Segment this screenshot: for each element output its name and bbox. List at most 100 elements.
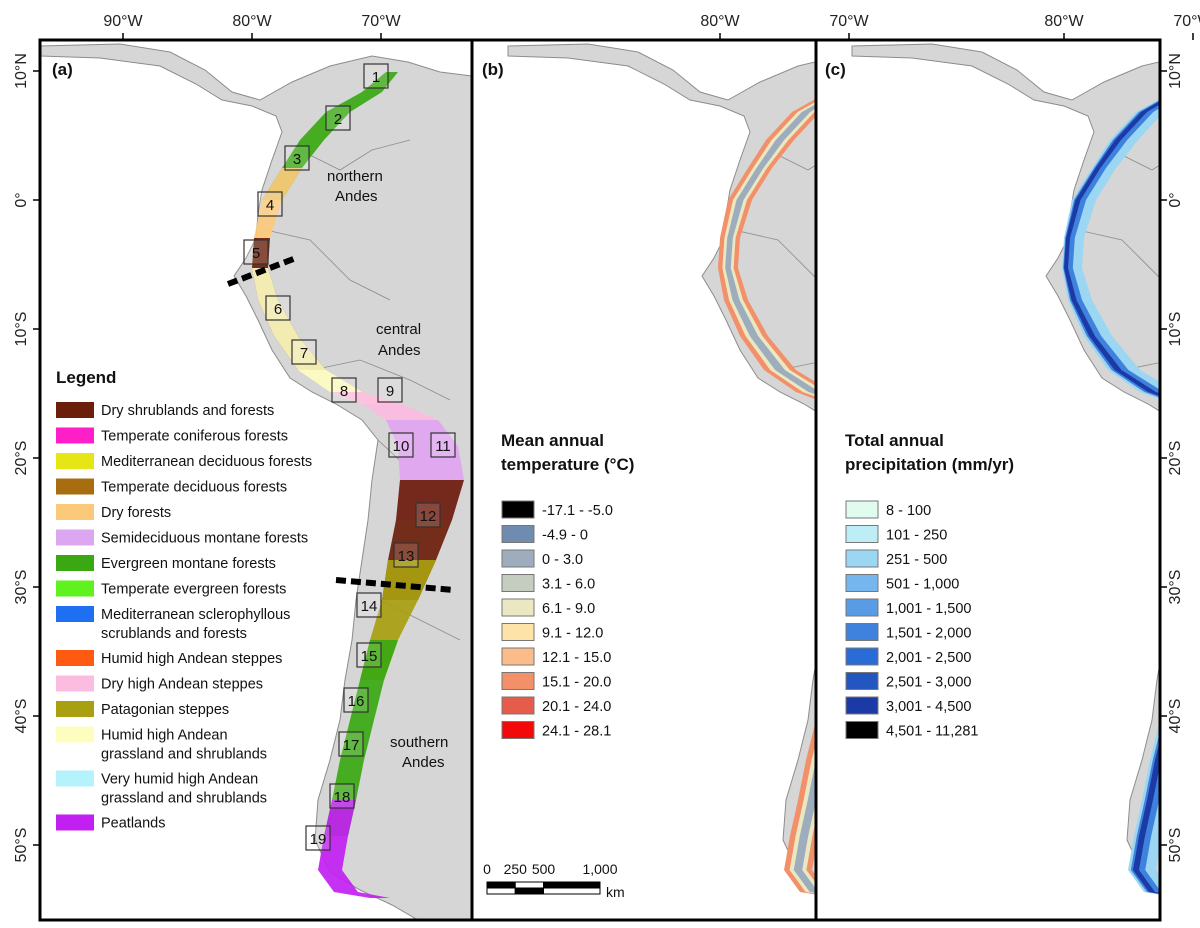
- ecosystem-zone-10: [318, 800, 390, 898]
- legend-swatch: [845, 525, 879, 543]
- legend-item-label: Peatlands: [101, 816, 166, 832]
- left-tick-label: 10°S: [13, 312, 30, 347]
- legend-item-label: 2,501 - 3,000: [886, 675, 971, 691]
- country-border: [767, 149, 816, 171]
- precip-zone-low: [1062, 98, 1160, 895]
- precipitation-legend: Total annual precipitation (mm/yr) 8 - 1…: [845, 431, 1014, 740]
- scale-bar-label: 0: [483, 861, 491, 877]
- legend-item-label: Mediterranean sclerophyllous: [101, 607, 290, 623]
- ecoregion-box-label: 11: [435, 438, 451, 455]
- ecoregion-box: [265, 295, 291, 321]
- scale-bar-segment: [543, 881, 601, 889]
- land-mass: [851, 43, 1160, 884]
- ecosystem-legend: Legend Dry shrublands and forests Tempera…: [56, 368, 312, 832]
- ecoregion-box-label: 9: [386, 383, 394, 400]
- legend-item-label: Humid high Andean steppes: [101, 651, 282, 667]
- legend-swatch: [56, 478, 94, 495]
- right-tick-label: 20°S: [1167, 441, 1184, 476]
- legend-swatch: [501, 598, 535, 617]
- scale-bar: 0 250 500 1,000 km: [483, 861, 625, 900]
- legend-swatch: [845, 549, 879, 568]
- legend-item-label: Temperate deciduous forests: [101, 480, 287, 496]
- legend-item-label: 3,001 - 4,500: [886, 699, 971, 715]
- left-tick-label: 50°S: [13, 828, 30, 863]
- scale-bar-segment: [514, 887, 544, 895]
- legend-item-label: Dry forests: [101, 505, 171, 521]
- ecoregion-box-label: 13: [398, 548, 415, 565]
- right-tick-label: 40°S: [1167, 699, 1184, 734]
- legend-item-label: Semideciduous montane forests: [101, 531, 308, 547]
- legend-swatch: [56, 402, 94, 418]
- legend-swatch: [56, 606, 94, 622]
- ecoregion-box: [284, 145, 310, 171]
- ecoregion-box: [356, 592, 382, 618]
- legend-swatch: [56, 650, 94, 666]
- country-border: [265, 229, 391, 301]
- legend-item-label: Temperate coniferous forests: [101, 429, 288, 445]
- north-central-divider: [226, 255, 298, 287]
- legend-item-label: 6.1 - 9.0: [542, 601, 595, 617]
- ecoregion-box-label: 5: [252, 245, 260, 262]
- top-tick-label: 70°W: [1173, 13, 1200, 30]
- legend-swatch: [56, 453, 94, 469]
- ecoregion-box-label: 6: [274, 301, 282, 318]
- legend-item-label: 20.1 - 24.0: [542, 699, 611, 715]
- legend-item-label: Very humid high Andean: [101, 772, 258, 788]
- temperature-zone-cold: [725, 103, 816, 894]
- panel-a-ecosystems-map: [40, 40, 472, 920]
- legend-swatch: [845, 598, 879, 617]
- legend-item-label: 4,501 - 11,281: [886, 724, 978, 740]
- temperature-legend-title-line2: temperature (°C): [501, 455, 634, 474]
- ecoregion-box: [291, 339, 317, 365]
- legend-item-label: Temperate evergreen forests: [101, 582, 286, 598]
- ecoregion-box-label: 10: [393, 438, 410, 455]
- legend-swatch: [56, 427, 94, 444]
- left-tick-label: 40°S: [13, 699, 30, 734]
- right-tick-label: 0°: [1167, 192, 1184, 207]
- region-label-northern-line1: northern: [327, 168, 383, 185]
- ecoregion-box: [325, 105, 351, 131]
- ecoregion-box: [388, 432, 414, 458]
- ecoregion-box-label: 19: [310, 831, 327, 848]
- left-tick-label: 30°S: [13, 570, 30, 605]
- legend-item-label: 101 - 250: [886, 528, 947, 544]
- left-tick-label: 0°: [13, 192, 30, 207]
- region-label-central-line1: central: [376, 321, 421, 338]
- ecoregion-box-label: 12: [420, 508, 437, 525]
- precip-zone-mid: [1063, 99, 1160, 895]
- legend-item-label: 501 - 1,000: [886, 577, 959, 593]
- legend-item-label: Evergreen montane forests: [101, 556, 276, 572]
- ecoregion-box-label: 16: [348, 693, 365, 710]
- ecoregion-box: [329, 783, 355, 809]
- ecoregion-box-label: 3: [293, 151, 301, 168]
- legend-swatch: [56, 814, 94, 831]
- right-tick-label: 30°S: [1167, 570, 1184, 605]
- scale-bar-segment: [486, 881, 516, 889]
- legend-item-label: grassland and shrublands: [101, 791, 267, 807]
- right-tick-label: 10°N: [1167, 53, 1184, 89]
- legend-swatch: [501, 549, 535, 568]
- legend-item-label: Dry shrublands and forests: [101, 403, 274, 419]
- ecoregion-box-label: 7: [300, 345, 308, 362]
- legend-item-label: -17.1 - -5.0: [542, 503, 613, 519]
- legend-swatch: [501, 525, 535, 543]
- ecoregion-box-label: 15: [361, 648, 378, 665]
- scale-bar-unit: km: [606, 884, 625, 900]
- scale-bar-segment: [486, 887, 516, 895]
- legend-item-label: 2,001 - 2,500: [886, 650, 971, 666]
- left-tick-label: 10°N: [13, 53, 30, 89]
- ecoregion-box: [257, 191, 283, 217]
- ecosystem-zone-4: [252, 268, 402, 404]
- panel-b-temperature-map: [472, 40, 816, 920]
- ecoregion-box-label: 8: [340, 383, 348, 400]
- legend-swatch: [56, 675, 94, 692]
- legend-swatch: [501, 623, 535, 641]
- scale-bar-segment: [514, 881, 544, 889]
- temperature-zone-warm: [718, 98, 816, 895]
- region-label-central-line2: Andes: [378, 342, 421, 359]
- top-tick-label: 70°W: [361, 13, 401, 30]
- legend-swatch: [56, 580, 94, 597]
- precipitation-legend-title-line1: Total annual: [845, 431, 944, 450]
